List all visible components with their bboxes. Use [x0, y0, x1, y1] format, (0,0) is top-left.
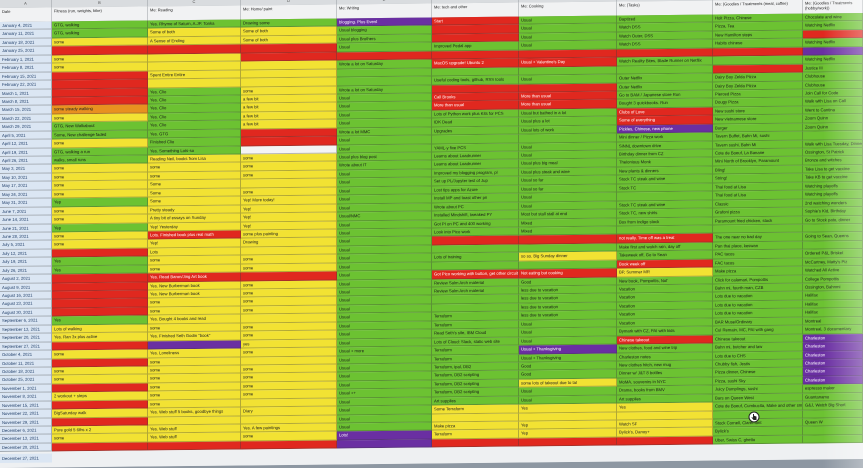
header-cell[interactable]: Me: Writing	[337, 3, 432, 19]
header-cell[interactable]: Me: Reading	[148, 5, 241, 21]
header-cell[interactable]: Me: (Goodies / Treatments (meal, coffee)	[713, 0, 803, 15]
footer-date-cell[interactable]: December 27, 2021	[0, 453, 52, 463]
header-cell[interactable]: Fitness (run, weights, bike)	[52, 6, 148, 22]
header-cell[interactable]: Me: tech and other	[432, 2, 519, 18]
header-cell[interactable]: Me: Cooking	[519, 1, 617, 17]
data-rows: January 4, 2021 GTG, walking Yes. Rhyme of…	[0, 12, 863, 453]
header-cell[interactable]: Date	[0, 7, 52, 23]
header-cell[interactable]: Me: Home/ paint	[241, 4, 337, 20]
hand-pointer-icon	[748, 411, 760, 423]
header-cell[interactable]: Me: (Tasks)	[617, 0, 713, 16]
header-cell[interactable]: Me: (Goodies / Treatments (hobby/work))	[803, 0, 863, 14]
